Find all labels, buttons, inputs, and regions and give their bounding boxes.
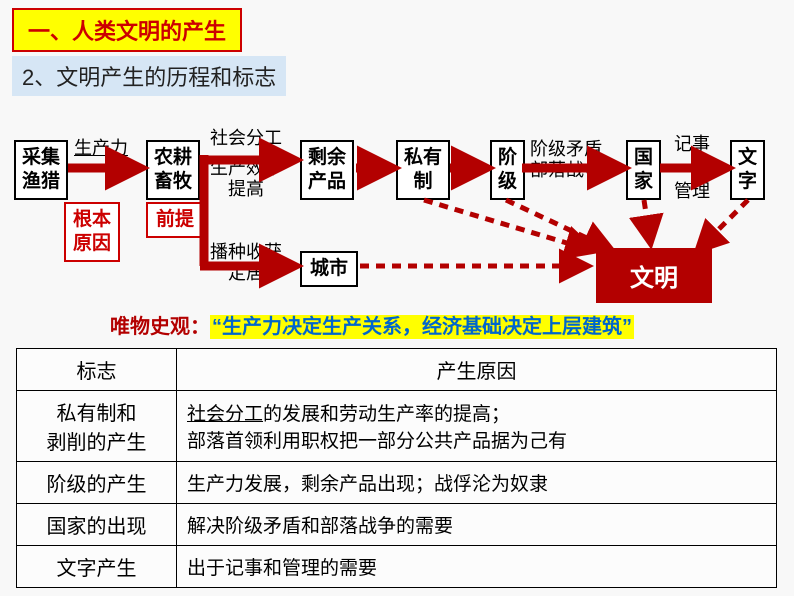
label-division: 社会分工 xyxy=(210,128,282,149)
cell-label: 文字产生 xyxy=(17,546,177,588)
cell-label: 私有制和剥削的产生 xyxy=(17,391,177,462)
section-title-2: 2、文明产生的历程和标志 xyxy=(12,56,286,96)
table-row: 私有制和剥削的产生 社会分工的发展和劳动生产率的提高；部落首领利用职权把一部分公… xyxy=(17,391,777,462)
table-row: 文字产生 出于记事和管理的需要 xyxy=(17,546,777,588)
cell-label: 阶级的产生 xyxy=(17,462,177,504)
quote-prefix: 唯物史观： xyxy=(110,316,210,338)
summary-table: 标志 产生原因 私有制和剥削的产生 社会分工的发展和劳动生产率的提高；部落首领利… xyxy=(16,348,777,588)
table-header-row: 标志 产生原因 xyxy=(17,349,777,391)
cell-cause: 解决阶级矛盾和部落战争的需要 xyxy=(177,504,777,546)
th-marker: 标志 xyxy=(17,349,177,391)
cell-cause: 社会分工的发展和劳动生产率的提高；部落首领利用职权把一部分公共产品据为己有 xyxy=(177,391,777,462)
node-agri: 农耕畜牧 xyxy=(146,140,200,200)
node-private: 私有制 xyxy=(396,140,450,200)
cell-label: 国家的出现 xyxy=(17,504,177,546)
cell-cause: 出于记事和管理的需要 xyxy=(177,546,777,588)
node-civilization: 文明 xyxy=(596,248,712,303)
node-writing: 文字 xyxy=(730,140,765,200)
label-sow: 播种收获定居 xyxy=(210,242,282,283)
node-premise: 前提 xyxy=(146,202,204,238)
label-efficiency: 生产效率提高 xyxy=(210,158,282,199)
quote-text: “生产力决定生产关系，经济基础决定上层建筑” xyxy=(210,315,634,339)
table-row: 阶级的产生 生产力发展，剩余产品出现；战俘沦为奴隶 xyxy=(17,462,777,504)
table-row: 国家的出现 解决阶级矛盾和部落战争的需要 xyxy=(17,504,777,546)
label-record: 记事 管理 xyxy=(674,133,710,203)
label-productivity: 生产力 xyxy=(74,138,128,159)
node-city: 城市 xyxy=(300,251,358,287)
node-state: 国家 xyxy=(626,140,661,200)
section-title-1: 一、人类文明的产生 xyxy=(12,8,242,52)
node-root-cause: 根本原因 xyxy=(64,202,120,262)
quote-line: 唯物史观：“生产力决定生产关系，经济基础决定上层建筑” xyxy=(110,310,634,339)
label-class-conflict: 阶级矛盾部落战争 xyxy=(530,139,602,180)
cell-cause: 生产力发展，剩余产品出现；战俘沦为奴隶 xyxy=(177,462,777,504)
th-cause: 产生原因 xyxy=(177,349,777,391)
node-class: 阶级 xyxy=(490,140,525,200)
node-surplus: 剩余产品 xyxy=(300,140,354,200)
node-gather: 采集渔猎 xyxy=(14,140,68,200)
